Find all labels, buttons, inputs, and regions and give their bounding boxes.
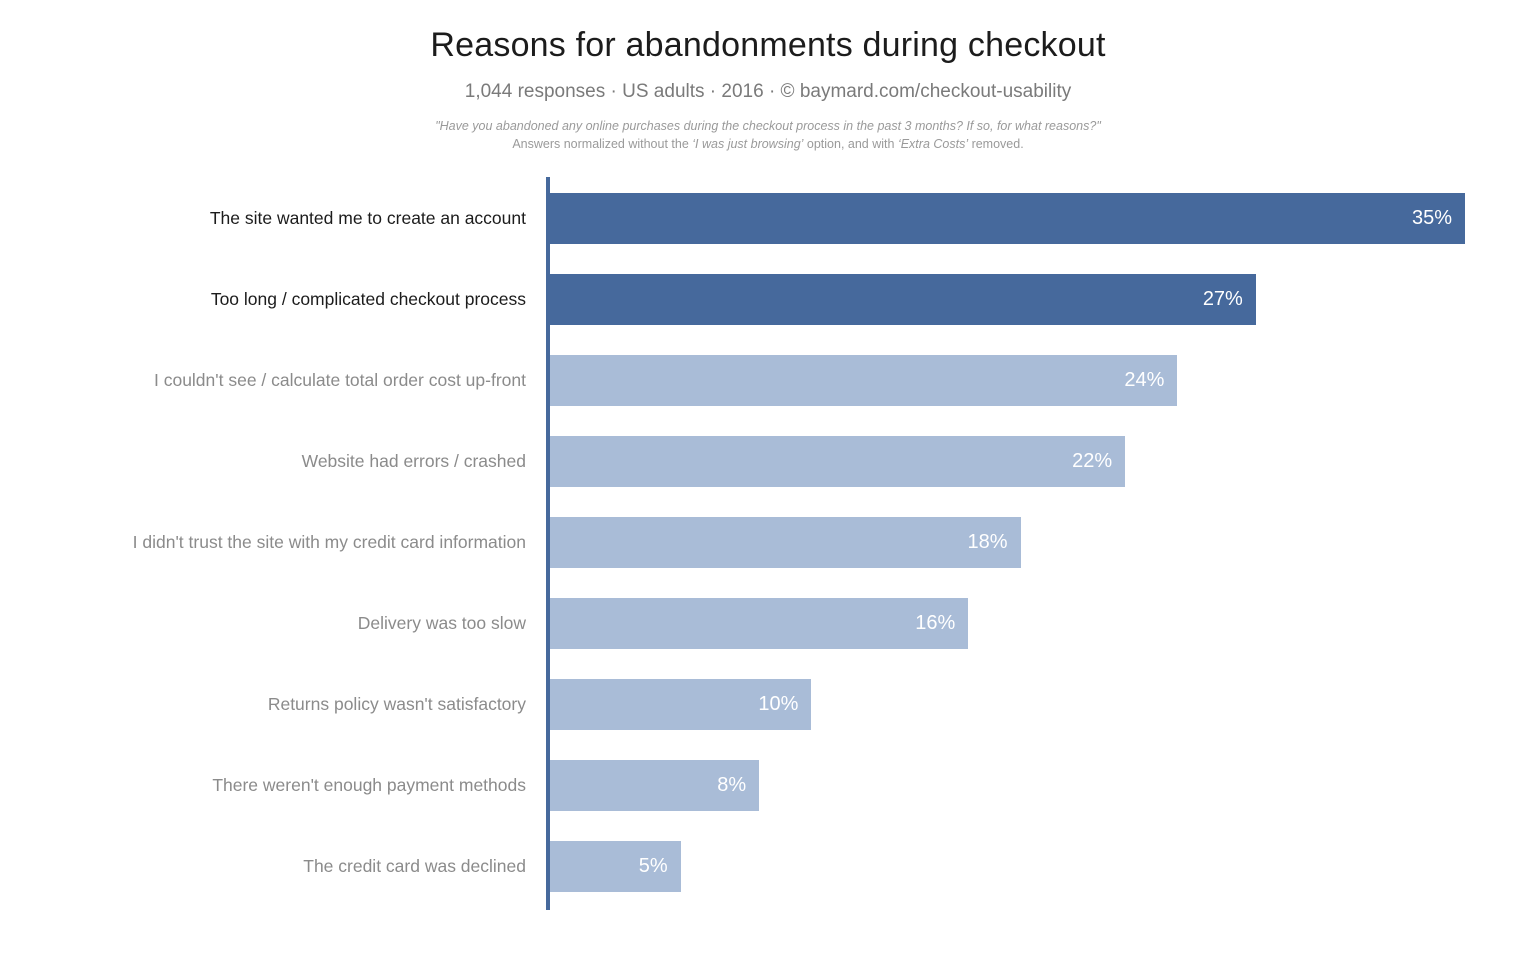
bar-value-label: 8% — [717, 774, 747, 797]
bar-value-label: 18% — [967, 531, 1008, 554]
note-line-2-suffix: removed. — [968, 137, 1024, 152]
note-line-2-prefix: Answers normalized without the — [512, 137, 693, 152]
bar: 22% — [550, 436, 1126, 488]
bar-track: 8% — [550, 760, 1465, 812]
bar-category-label: The credit card was declined — [303, 856, 526, 877]
bar-value-label: 16% — [915, 612, 956, 635]
bar-row: Website had errors / crashed 22% — [0, 436, 1536, 488]
bar-category-label: Too long / complicated checkout process — [210, 289, 526, 310]
page-title: Reasons for abandonments during checkout — [430, 26, 1106, 64]
note-line-2: Answers normalized without the ‘I was ju… — [0, 135, 1536, 153]
bar: 35% — [550, 193, 1465, 245]
bar-category-label: The site wanted me to create an account — [209, 208, 526, 229]
bar: 18% — [550, 517, 1021, 569]
bar: 10% — [550, 679, 812, 731]
bar: 27% — [550, 274, 1256, 326]
bar: 8% — [550, 760, 760, 812]
bar-category-label: Delivery was too slow — [357, 613, 526, 634]
bar-track: 18% — [550, 517, 1465, 569]
bar-track: 16% — [550, 598, 1465, 650]
chart-subtitle: 1,044 responses · US adults · 2016 · © b… — [464, 81, 1072, 102]
bar-track: 5% — [550, 841, 1465, 893]
note-line-2-quote-2: ‘Extra Costs’ — [897, 137, 969, 152]
y-axis-line — [546, 177, 550, 911]
bar-value-label: 35% — [1411, 207, 1452, 230]
bar-track: 24% — [550, 355, 1465, 407]
bar: 24% — [550, 355, 1178, 407]
bar-category-label: I didn't trust the site with my credit c… — [132, 532, 526, 553]
bar-value-label: 10% — [758, 693, 799, 716]
chart-header: Reasons for abandonments during checkout… — [0, 0, 1536, 153]
bar-rows: The site wanted me to create an account 3… — [0, 193, 1536, 893]
bar-row: I couldn't see / calculate total order c… — [0, 355, 1536, 407]
bar-row: Delivery was too slow 16% — [0, 598, 1536, 650]
bar-value-label: 27% — [1202, 288, 1243, 311]
bar-category-label: There weren't enough payment methods — [212, 775, 526, 796]
bar-category-label: I couldn't see / calculate total order c… — [153, 370, 526, 391]
bar-row: The site wanted me to create an account 3… — [0, 193, 1536, 245]
bar-track: 22% — [550, 436, 1465, 488]
bar-row: Too long / complicated checkout process 2… — [0, 274, 1536, 326]
bar-category-label: Website had errors / crashed — [301, 451, 526, 472]
bar-value-label: 22% — [1072, 450, 1113, 473]
bar-track: 35% — [550, 193, 1465, 245]
note-line-2-mid: option, and with — [803, 137, 898, 152]
bar: 16% — [550, 598, 969, 650]
bar-row: There weren't enough payment methods 8% — [0, 760, 1536, 812]
bar-row: Returns policy wasn't satisfactory 10% — [0, 679, 1536, 731]
bar: 5% — [550, 841, 681, 893]
bar-value-label: 24% — [1124, 369, 1165, 392]
bar-chart: The site wanted me to create an account 3… — [0, 177, 1536, 911]
note-line-1: "Have you abandoned any online purchases… — [435, 119, 1101, 133]
note-line-2-quote-1: ‘I was just browsing’ — [692, 137, 804, 152]
chart-notes: "Have you abandoned any online purchases… — [0, 117, 1536, 153]
bar-row: The credit card was declined 5% — [0, 841, 1536, 893]
bar-track: 27% — [550, 274, 1465, 326]
bar-track: 10% — [550, 679, 1465, 731]
bar-row: I didn't trust the site with my credit c… — [0, 517, 1536, 569]
bar-value-label: 5% — [638, 855, 668, 878]
bar-category-label: Returns policy wasn't satisfactory — [267, 694, 526, 715]
